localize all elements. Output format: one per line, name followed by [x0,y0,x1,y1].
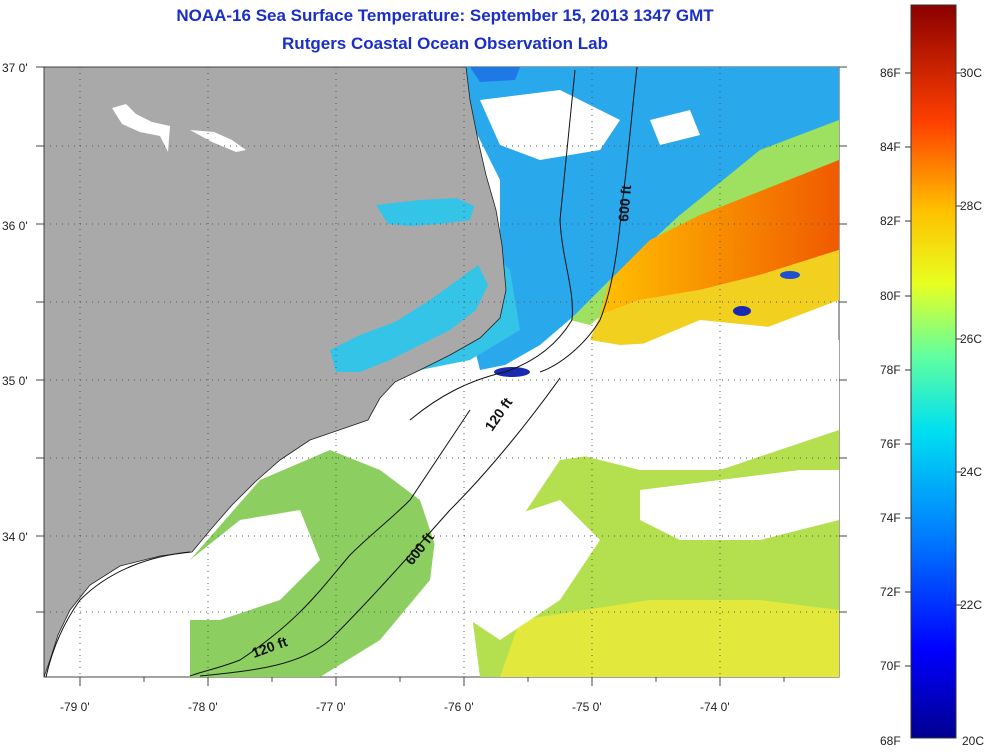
cbar-c-26: 26C [960,332,982,346]
graticule [44,67,839,677]
cbar-c-22: 22C [960,598,982,612]
cloud-south-gap [440,500,600,640]
lon-label-78: -78 0' [188,700,218,714]
lon-label-77: -77 0' [316,700,346,714]
cbar-f-72: 72F [880,585,901,599]
inland-water-1 [112,104,170,152]
sst-layer [44,67,839,677]
cbar-c-30: 30C [960,66,982,80]
cbar-f-80: 80F [880,289,901,303]
inland-water-2 [190,130,246,152]
contour-120ft-south [189,409,471,677]
lat-label-37: 37 0' [2,61,28,75]
colorbar [910,4,957,739]
cbar-f-78: 78F [880,363,901,377]
cloud-north [480,90,620,160]
cbar-c-24: 24C [960,465,982,479]
cloud-central [520,320,839,470]
cbar-f-82: 82F [880,214,901,228]
colorbar-ticks [905,72,962,667]
cbar-f-74: 74F [880,511,901,525]
lat-label-35: 35 0' [2,374,28,388]
cloud-southwest [190,510,320,620]
map-subtitle: Rutgers Coastal Ocean Observation Lab [282,34,608,53]
contour-600ft-south [199,377,561,677]
axis-ticks [36,66,847,686]
cbar-f-86: 86F [880,66,901,80]
cloud-southeast [640,470,839,540]
cloud-north-small [650,110,700,145]
colorbar-fahrenheit-labels: 86F 84F 82F 80F 78F 76F 74F 72F 70F 68F [880,66,901,748]
inland-water-albemarle [376,198,474,226]
bathymetry-contours [45,66,638,678]
contour-120ft-north [409,69,576,421]
lon-axis: -79 0' -78 0' -77 0' -76 0' -75 0' -74 0… [60,700,730,714]
cold-spot-hatteras [494,367,530,377]
map-title: NOAA-16 Sea Surface Temperature: Septemb… [176,6,714,25]
sst-south-yellow [500,600,839,677]
lon-label-79: -79 0' [60,700,90,714]
contour-coastal [45,551,191,678]
colorbar-celsius-labels: 30C 28C 26C 24C 22C 20C [960,66,984,748]
cbar-f-84: 84F [880,140,901,154]
sst-gulfstream-lower [590,250,839,345]
lat-label-36: 36 0' [2,219,28,233]
sst-north-deepblue [470,67,520,82]
cbar-f-68: 68F [880,734,901,748]
contour-label-600ft-north: 600 ft [615,184,634,222]
cbar-c-28: 28C [960,199,982,213]
lon-label-76: -76 0' [444,700,474,714]
cold-spot-east [780,271,800,279]
contour-600ft-north [539,66,638,373]
lon-label-75: -75 0' [572,700,602,714]
cbar-f-76: 76F [880,437,901,451]
sst-gulfstream [600,160,839,315]
cbar-c-20: 20C [962,734,984,748]
lon-label-74: -74 0' [700,700,730,714]
inland-water-sound [330,265,488,372]
cold-spot-offshore [733,306,751,316]
cbar-f-70: 70F [880,659,901,673]
lat-axis: 37 0' 36 0' 35 0' 34 0' [2,61,28,544]
lat-label-34: 34 0' [2,530,28,544]
